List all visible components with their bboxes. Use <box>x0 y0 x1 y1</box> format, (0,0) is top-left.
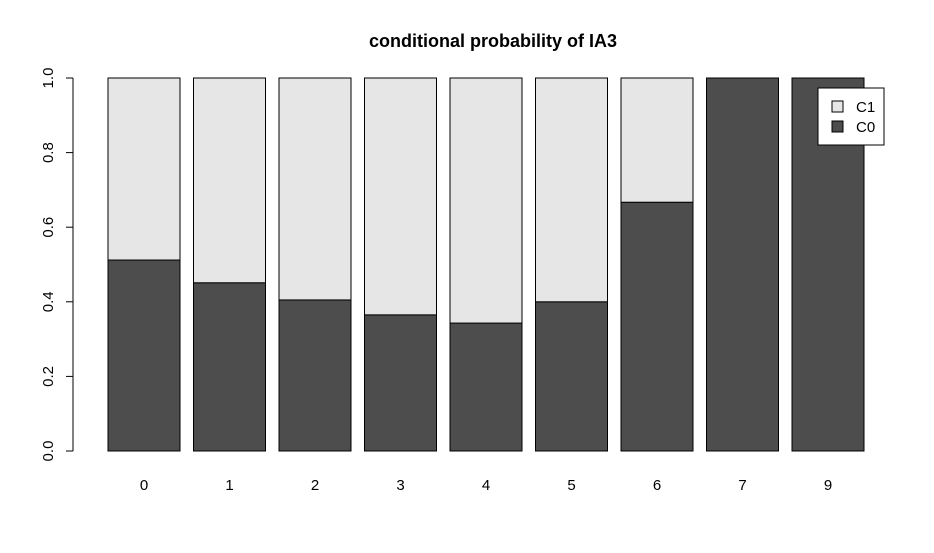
chart-title: conditional probability of IA3 <box>369 31 617 51</box>
bar-segment-c0 <box>193 282 266 452</box>
bar-segment-c1 <box>278 77 352 301</box>
bar-segment-c0 <box>449 322 523 452</box>
y-tick-label: 0.0 <box>40 441 57 462</box>
x-tick-label: 7 <box>738 477 746 494</box>
bar-segment-c0 <box>278 299 352 452</box>
x-tick-label: 9 <box>824 477 832 494</box>
x-tick-label: 6 <box>653 477 661 494</box>
legend-label-c1: C1 <box>856 99 875 116</box>
x-tick-label: 0 <box>140 477 148 494</box>
x-axis-labels: 0 1 2 3 4 5 6 7 9 <box>140 477 832 494</box>
legend-label-c0: C0 <box>856 119 875 136</box>
y-axis: 0.0 0.2 0.4 0.6 0.8 1.0 <box>40 68 74 462</box>
y-tick-label: 0.8 <box>40 142 57 163</box>
x-tick-label: 1 <box>225 477 233 494</box>
bar-segment-c0 <box>535 301 608 452</box>
x-tick-label: 3 <box>396 477 404 494</box>
y-tick-label: 0.6 <box>40 217 57 238</box>
legend-swatch-c0 <box>831 120 844 133</box>
x-tick-label: 2 <box>311 477 319 494</box>
bar-segment-c0 <box>706 77 779 452</box>
bar-segment-c1 <box>364 77 437 316</box>
bar-segment-c1 <box>193 77 266 284</box>
y-tick-label: 0.2 <box>40 366 57 387</box>
y-tick-label: 1.0 <box>40 68 57 89</box>
bar-segment-c0 <box>364 314 437 452</box>
bar-segment-c1 <box>107 77 181 261</box>
legend-box <box>817 87 885 146</box>
bar-segment-c0 <box>620 201 694 452</box>
x-tick-label: 4 <box>482 477 490 494</box>
legend-swatch-c1 <box>831 100 844 113</box>
bars <box>107 77 865 452</box>
y-tick-label: 0.4 <box>40 291 57 312</box>
x-tick-label: 5 <box>567 477 575 494</box>
bar-segment-c0 <box>107 259 181 452</box>
bar-segment-c1 <box>620 77 694 203</box>
bar-segment-c1 <box>535 77 608 303</box>
bar-segment-c1 <box>449 77 523 324</box>
